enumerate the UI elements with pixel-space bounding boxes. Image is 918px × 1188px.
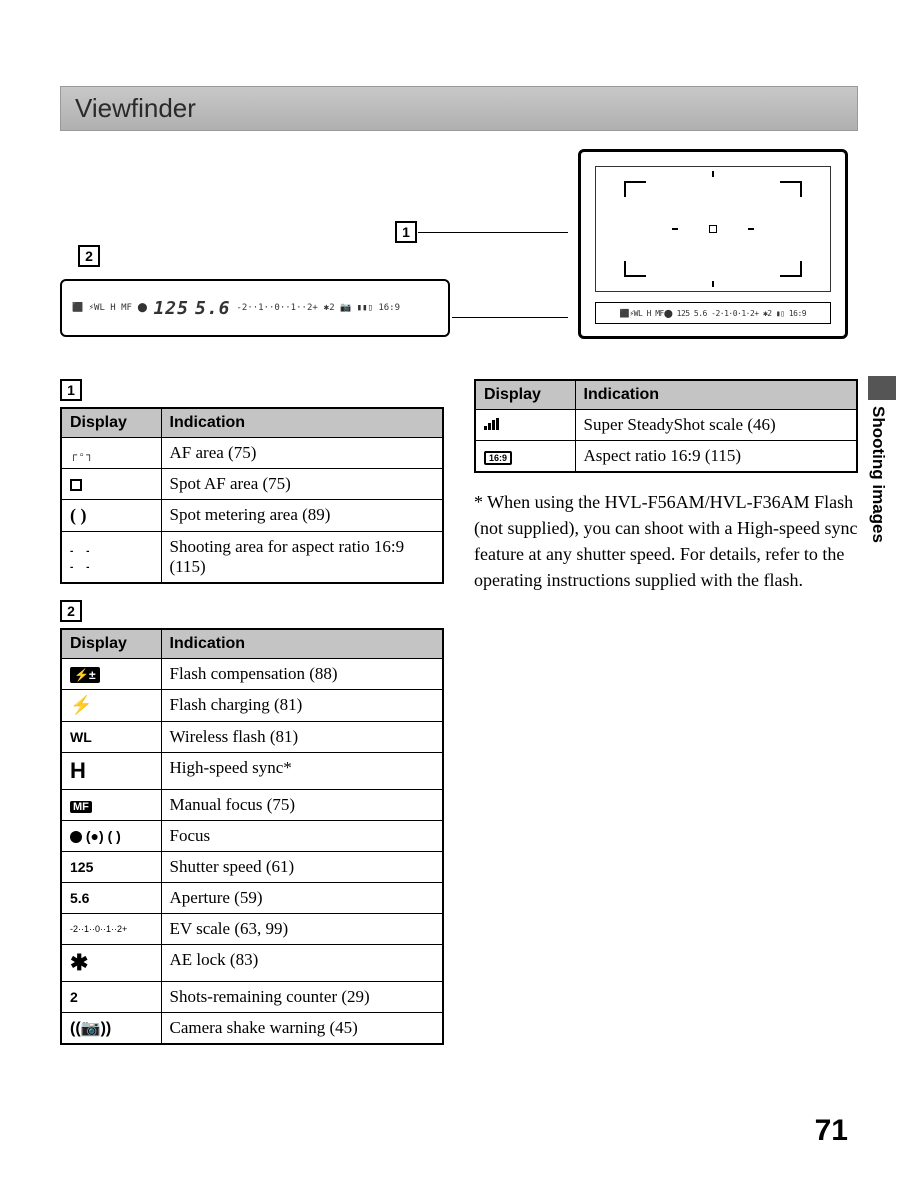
lcd-panel: ⬛ ⚡WL H MF ⬤ 125 5.6 -2··1··0··1··2+ ✱2 … [60,279,450,337]
indication-cell: Shutter speed (61) [161,852,443,883]
table-row: 2 Shots-remaining counter (29) [61,982,443,1013]
indication-cell: Spot metering area (89) [161,500,443,532]
indication-cell: Aperture (59) [161,883,443,914]
flash-icon: ⚡ [70,695,92,715]
table-row: ( ) Spot metering area (89) [61,500,443,532]
table-1: Display Indication ┌ ▫ ┐ AF area (75) Sp… [60,407,444,584]
indication-cell: Wireless flash (81) [161,722,443,753]
af-area-icon: ┌ ▫ ┐ [70,450,93,461]
indication-cell: Flash compensation (88) [161,659,443,690]
table-header-display: Display [61,629,161,659]
table-row: MF Manual focus (75) [61,790,443,821]
callout-2: 2 [78,245,100,267]
table-row: ⚡ Flash charging (81) [61,690,443,722]
viewfinder-inner [595,166,831,292]
callout-1: 1 [395,221,417,243]
indication-cell: Shooting area for aspect ratio 16:9 (115… [161,532,443,584]
ev-scale-icon: -2··1··0··1··2+ [61,914,161,945]
focus-icons: (●) ( ) [61,821,161,852]
table-header-display: Display [61,408,161,438]
table-row: 5.6 Aperture (59) [61,883,443,914]
aspect-icon: - -- - [70,546,94,573]
table-row: -2··1··0··1··2+ EV scale (63, 99) [61,914,443,945]
indication-cell: Spot AF area (75) [161,469,443,500]
table-row: ┌ ▫ ┐ AF area (75) [61,438,443,469]
spot-meter-icon: ( ) [70,505,87,525]
indication-cell: AE lock (83) [161,945,443,982]
indication-cell: High-speed sync* [161,753,443,790]
spot-af-icon [70,479,82,491]
mf-icon: MF [70,801,92,813]
lcd-right: ✱2 📷 ▮▮▯ 16:9 [324,303,400,313]
indication-cell: Flash charging (81) [161,690,443,722]
table-row: ⚡± Flash compensation (88) [61,659,443,690]
callout-line-1 [418,232,568,233]
viewfinder-frame: ⬛⚡WL H MF⬤ 125 5.6 -2·1·0·1·2+ ✱2 ▮▯ 16:… [578,149,848,339]
side-tab-label: Shooting images [868,400,888,543]
right-column: Display Indication Super SteadyShot scal… [474,379,858,593]
counter-text: 2 [61,982,161,1013]
table-row: - -- - Shooting area for aspect ratio 16… [61,532,443,584]
indication-cell: Manual focus (75) [161,790,443,821]
indication-cell: Camera shake warning (45) [161,1013,443,1045]
indication-cell: Focus [161,821,443,852]
table-row: Spot AF area (75) [61,469,443,500]
indication-cell: Aspect ratio 16:9 (115) [575,441,857,473]
lcd-ev: -2··1··0··1··2+ [237,303,318,313]
table-3: Display Indication Super SteadyShot scal… [474,379,858,473]
indication-cell: EV scale (63, 99) [161,914,443,945]
indication-cell: Shots-remaining counter (29) [161,982,443,1013]
table-row: ((📷)) Camera shake warning (45) [61,1013,443,1045]
table-row: ✱ AE lock (83) [61,945,443,982]
ae-lock-icon: ✱ [61,945,161,982]
h-text: H [61,753,161,790]
shutter-text: 125 [61,852,161,883]
aspect-ratio-icon: 16:9 [484,451,512,465]
page-number: 71 [815,1114,848,1148]
indication-cell: Super SteadyShot scale (46) [575,410,857,441]
table-header-indication: Indication [161,408,443,438]
table-row: Super SteadyShot scale (46) [475,410,857,441]
table-row: 16:9 Aspect ratio 16:9 (115) [475,441,857,473]
table-row: (●) ( ) Focus [61,821,443,852]
side-tab: Shooting images [868,376,896,572]
lcd-left-icons: ⬛ ⚡WL H MF ⬤ [72,303,147,313]
lcd-shutter: 125 [153,298,189,319]
viewfinder-diagram: 1 2 ⬛⚡WL H MF⬤ 125 5.6 -2·1·0·1·2+ ✱2 ▮▯… [60,149,858,369]
section-marker-2: 2 [60,600,82,622]
table-row: WL Wireless flash (81) [61,722,443,753]
indication-cell: AF area (75) [161,438,443,469]
table-row: H High-speed sync* [61,753,443,790]
steadyshot-bars-icon [484,418,499,430]
aperture-text: 5.6 [61,883,161,914]
footnote-text: * When using the HVL-F56AM/HVL-F36AM Fla… [474,489,858,593]
callout-line-2 [452,317,568,318]
shake-icon: ((📷)) [70,1020,111,1037]
table-header-display: Display [475,380,575,410]
viewfinder-status-bar: ⬛⚡WL H MF⬤ 125 5.6 -2·1·0·1·2+ ✱2 ▮▯ 16:… [595,302,831,324]
side-tab-marker [868,376,896,400]
flash-comp-icon: ⚡± [70,667,100,683]
section-marker-1: 1 [60,379,82,401]
table-header-indication: Indication [575,380,857,410]
table-row: 125 Shutter speed (61) [61,852,443,883]
section-title: Viewfinder [60,86,858,131]
wl-text: WL [61,722,161,753]
lcd-aperture: 5.6 [195,298,231,319]
table-2: Display Indication ⚡± Flash compensation… [60,628,444,1045]
left-column: 1 Display Indication ┌ ▫ ┐ AF area (75) … [60,379,444,1061]
table-header-indication: Indication [161,629,443,659]
